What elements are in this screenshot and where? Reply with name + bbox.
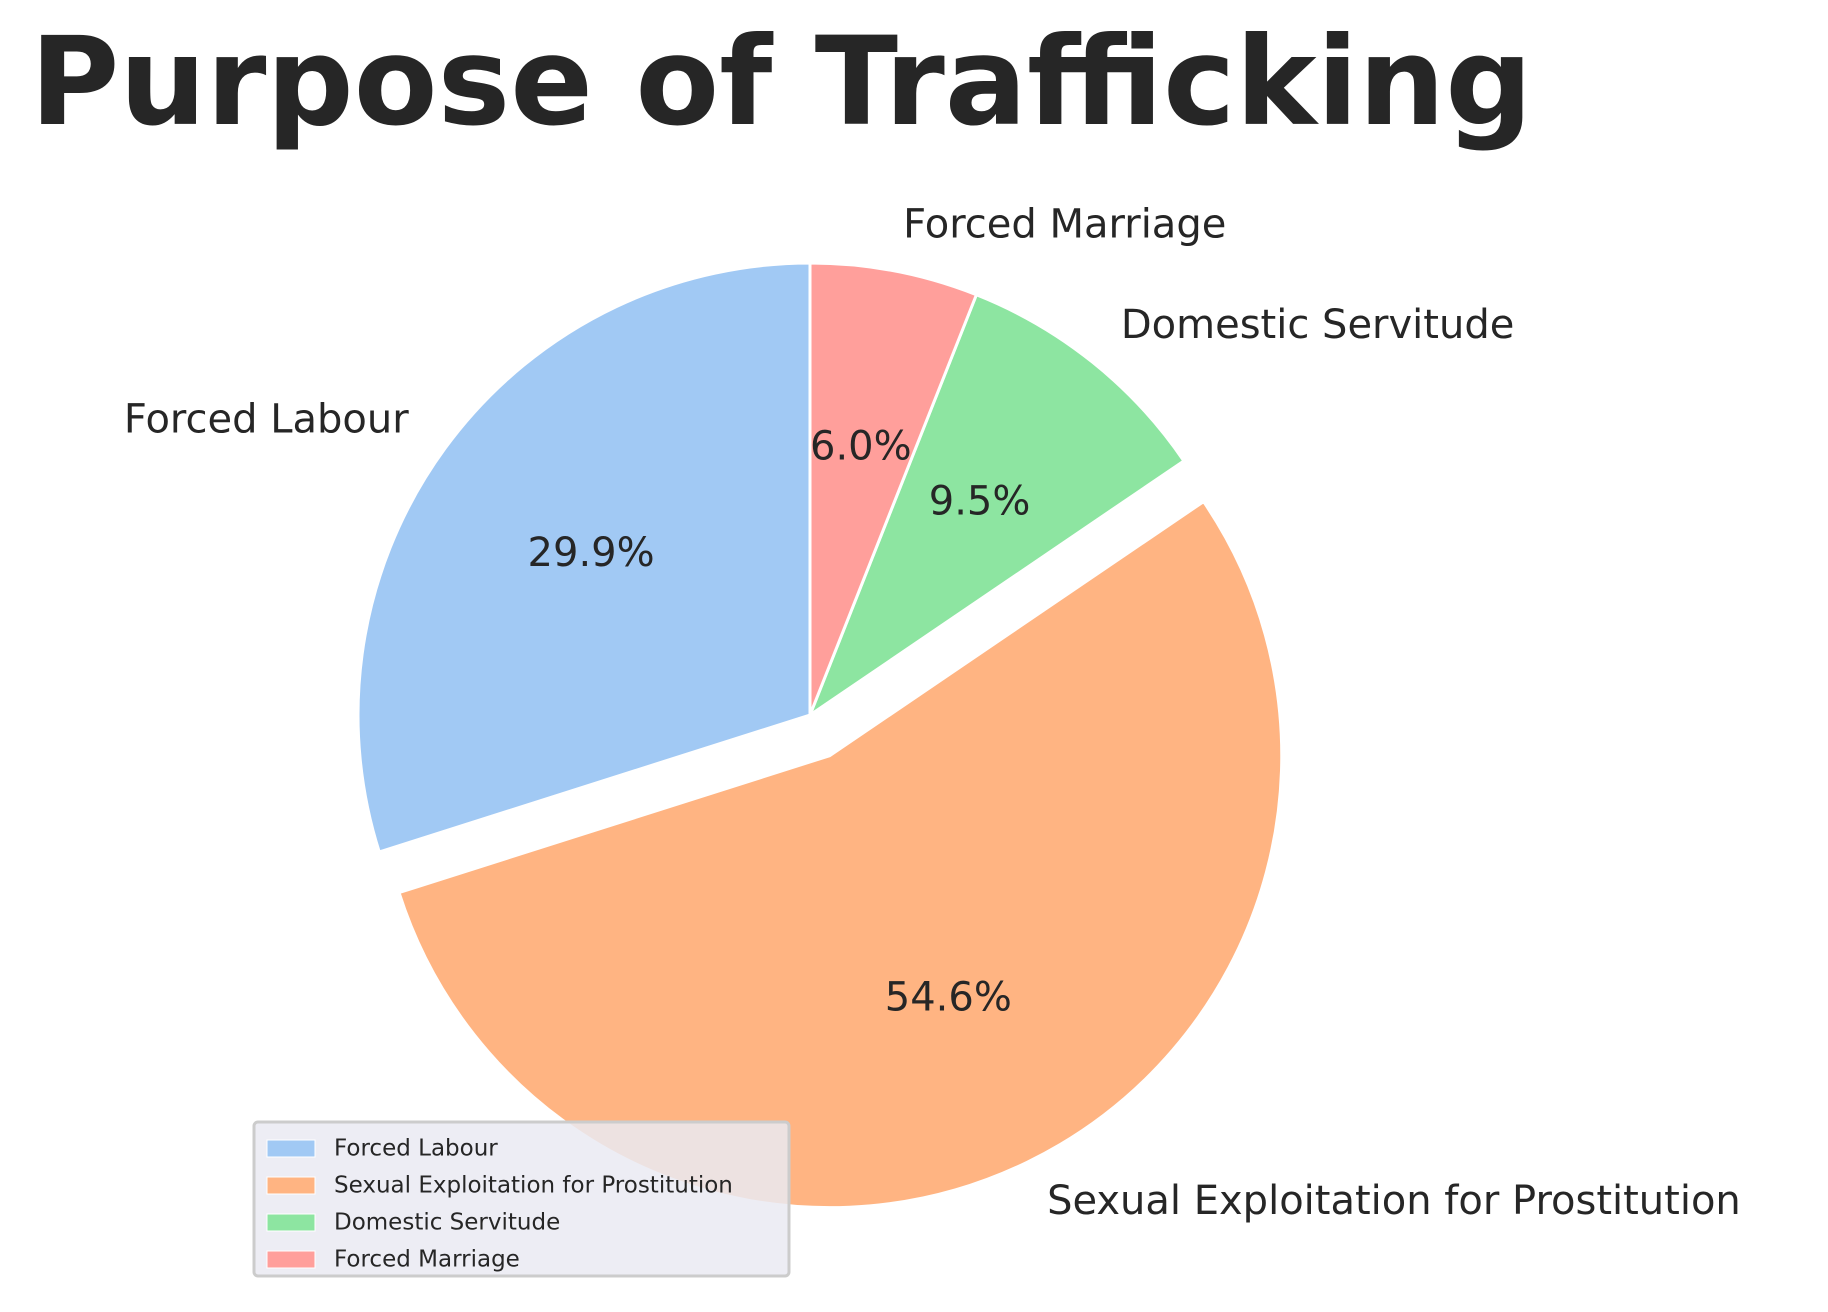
legend-swatch-forced-marriage <box>266 1250 316 1269</box>
legend: Forced Labour Sexual Exploitation for Pro… <box>252 1120 791 1278</box>
slice-label-forced-marriage: Forced Marriage <box>903 202 1226 248</box>
percent-label-sexual-exploitation-for-prostitution: 54.6% <box>885 975 1012 1021</box>
legend-swatch-domestic-servitude <box>266 1213 316 1232</box>
slice-labels: Forced Labour Sexual Exploitation for Pro… <box>124 202 1741 1224</box>
slice-label-sexual-exploitation-for-prostitution: Sexual Exploitation for Prostitution <box>1047 1178 1741 1224</box>
legend-label-domestic-servitude: Domestic Servitude <box>334 1210 560 1236</box>
pie-slices <box>356 261 1284 1210</box>
pie-slice-sexual-exploitation-for-prostitution <box>397 499 1284 1210</box>
percent-label-forced-labour: 29.9% <box>528 530 655 576</box>
percent-label-forced-marriage: 6.0% <box>810 424 912 470</box>
legend-label-forced-marriage: Forced Marriage <box>334 1247 520 1273</box>
chart-title: Purpose of Trafficking <box>30 11 1533 153</box>
legend-swatch-sexual-exploitation-for-prostitution <box>266 1176 316 1195</box>
slice-label-domestic-servitude: Domestic Servitude <box>1121 302 1514 348</box>
legend-label-forced-labour: Forced Labour <box>334 1136 498 1162</box>
legend-swatch-forced-labour <box>266 1139 316 1158</box>
percent-label-domestic-servitude: 9.5% <box>929 478 1031 524</box>
legend-box <box>252 1120 791 1278</box>
pie-slice-forced-marriage <box>808 261 979 716</box>
percent-labels: 29.9% 54.6% 9.5% 6.0% <box>528 424 1031 1021</box>
pie-slice-domestic-servitude <box>806 292 1186 719</box>
slice-label-forced-labour: Forced Labour <box>124 396 409 442</box>
legend-label-sexual-exploitation-for-prostitution: Sexual Exploitation for Prostitution <box>334 1173 733 1199</box>
pie-slice-forced-labour <box>356 261 812 854</box>
